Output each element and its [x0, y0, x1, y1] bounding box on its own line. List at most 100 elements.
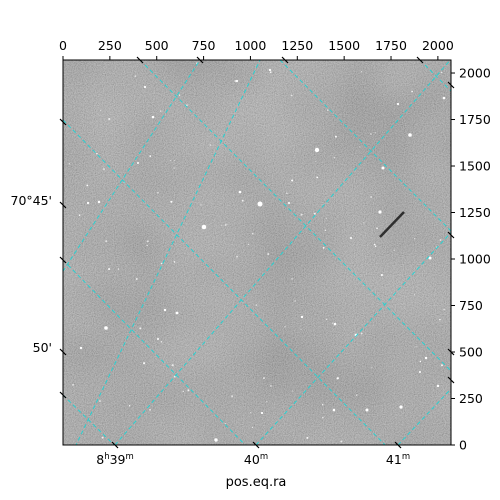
star	[72, 383, 74, 386]
star	[332, 322, 334, 324]
star	[268, 68, 272, 72]
star	[442, 96, 446, 100]
star	[137, 162, 139, 164]
star	[374, 132, 376, 134]
star	[411, 90, 413, 93]
star	[291, 278, 293, 280]
x-tick-label: 0	[59, 38, 67, 53]
star	[117, 268, 120, 270]
star	[396, 102, 400, 106]
star	[221, 225, 223, 227]
right-axis: 0 250 500 750 1000 1250 1500 1750 2000	[451, 66, 491, 453]
x-tick-label: 500	[145, 38, 169, 53]
star	[333, 157, 336, 159]
star	[393, 249, 395, 252]
edge-mark	[59, 256, 67, 264]
edge-mark	[447, 376, 455, 384]
star	[322, 404, 324, 406]
star	[170, 159, 172, 162]
star	[419, 371, 421, 373]
edge-mark	[416, 56, 424, 64]
star	[187, 389, 190, 392]
star	[173, 260, 176, 263]
grid-line	[419, 60, 451, 92]
star	[146, 240, 149, 243]
star	[414, 238, 416, 240]
star	[424, 356, 428, 360]
star	[332, 408, 336, 412]
y-tick-label: 750	[459, 298, 483, 313]
satellite-streak	[379, 211, 405, 238]
grid-line	[63, 119, 386, 445]
star	[226, 223, 228, 225]
dec-tick-label: 50'	[33, 340, 52, 355]
x-tick-label: 1000	[235, 38, 267, 53]
x-tick-label: 250	[98, 38, 122, 53]
star	[306, 436, 309, 439]
grid-line	[139, 60, 451, 372]
y-tick-label: 0	[459, 438, 467, 453]
star	[224, 422, 227, 425]
grid-line	[63, 259, 246, 445]
star	[300, 328, 302, 330]
star	[200, 204, 202, 206]
y-tick-label: 1000	[459, 252, 491, 267]
star	[160, 341, 163, 343]
star	[86, 201, 90, 205]
edge-mark	[447, 348, 455, 356]
star	[157, 192, 159, 194]
star	[267, 253, 270, 255]
star	[360, 332, 363, 335]
x-tick-label: 2000	[422, 38, 454, 53]
star	[376, 227, 378, 230]
star	[251, 426, 254, 429]
star	[381, 166, 385, 170]
edge-mark	[281, 56, 289, 64]
x-tick-label: 750	[192, 38, 216, 53]
y-tick-label: 500	[459, 345, 483, 360]
star	[269, 384, 272, 387]
star	[300, 315, 304, 319]
star	[266, 400, 268, 403]
star	[441, 364, 443, 367]
star	[160, 262, 163, 265]
star	[143, 362, 146, 365]
edge-mark	[59, 391, 67, 399]
star	[380, 273, 383, 277]
star	[294, 300, 297, 302]
star	[408, 133, 412, 137]
star	[209, 143, 212, 146]
star	[78, 214, 81, 217]
top-axis: 0 250 500 750 1000 1250 1500 1750 2000	[59, 38, 454, 60]
star	[231, 395, 234, 398]
star	[201, 224, 207, 230]
star	[99, 400, 101, 402]
star	[252, 233, 254, 235]
star	[291, 390, 294, 392]
star	[100, 109, 102, 111]
star	[355, 394, 358, 396]
star	[325, 217, 328, 219]
star	[315, 160, 317, 162]
star	[419, 360, 422, 363]
grid-line	[255, 231, 451, 445]
star	[428, 256, 432, 260]
star	[108, 268, 111, 271]
plot-frame	[62, 59, 452, 446]
grid-line	[279, 60, 451, 232]
ra-tick-label: 40m	[244, 452, 268, 467]
star	[439, 239, 442, 241]
dec-tick-label: 70°45'	[11, 193, 53, 208]
star	[333, 322, 337, 326]
star	[157, 338, 159, 340]
edge-mark	[111, 441, 119, 449]
star	[374, 245, 377, 248]
star	[324, 229, 327, 231]
ra-tick-label: 41m	[386, 452, 410, 467]
x-tick-label: 1250	[281, 38, 313, 53]
y-tick-label: 1750	[459, 112, 491, 127]
star	[104, 326, 108, 330]
stars	[68, 62, 446, 443]
